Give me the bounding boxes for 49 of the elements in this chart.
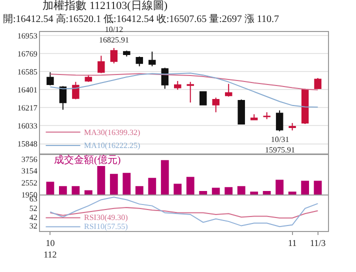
y-tick-label: 32 [29, 222, 38, 231]
series-label: RSI30(49.30) [84, 213, 128, 222]
series-label: RSI10(57.55) [84, 222, 128, 231]
y-tick-label: 3756 [21, 154, 38, 164]
y-tick-label: 3154 [21, 166, 38, 176]
candlestick [136, 56, 144, 67]
candlestick [123, 50, 130, 57]
candlestick [238, 99, 245, 126]
x-tick-label: 11 [288, 238, 297, 248]
candlestick [212, 97, 220, 113]
chart-title: 加權指數 1121103(日線圖) [42, 0, 168, 12]
candlestick [199, 90, 207, 106]
y-tick-label: 16217 [17, 103, 38, 112]
candlestick [224, 83, 232, 98]
candlestick [186, 81, 194, 103]
y-tick-label: 16401 [17, 85, 38, 94]
candlestick [98, 55, 105, 74]
candlestick [84, 74, 92, 82]
y-tick-label: 16769 [17, 49, 38, 58]
candlestick [110, 48, 118, 64]
chart-title: 成交金額(億元) [54, 154, 121, 166]
y-tick-label: 16953 [17, 31, 38, 40]
candlestick [161, 67, 169, 90]
candlestick [301, 88, 309, 125]
legend-label: MA10(16222.25) [84, 141, 141, 150]
candlestick [314, 78, 322, 90]
legend-label: MA30(16399.32) [84, 128, 141, 137]
x-tick-label: 10 112 [44, 238, 57, 260]
y-tick-label: 16033 [17, 121, 38, 130]
line-series [50, 73, 318, 90]
candlestick [46, 72, 54, 86]
y-tick-label: 16585 [17, 67, 38, 76]
line-series [50, 72, 318, 108]
candlestick [250, 114, 258, 121]
candlestick [148, 51, 156, 67]
candlestick [174, 80, 182, 90]
y-tick-label: 2552 [21, 178, 38, 188]
x-tick-label: 11/3 [310, 238, 326, 248]
annotation: 10/31 15975.91 [265, 135, 295, 154]
candlestick [288, 122, 296, 131]
y-tick-label: 42 [29, 212, 38, 222]
candlestick [276, 110, 284, 132]
candlestick [59, 86, 67, 110]
candlestick [72, 81, 80, 100]
annotation: 10/12 16825.91 [99, 25, 129, 44]
candlestick [263, 112, 270, 120]
y-tick-label: 52 [29, 204, 38, 214]
chart-subtitle: 開:16412.54 高:16520.1 低:16412.54 收:16507.65 量:2697 漲 110.7 [3, 13, 280, 25]
y-tick-label: 15848 [17, 140, 38, 149]
